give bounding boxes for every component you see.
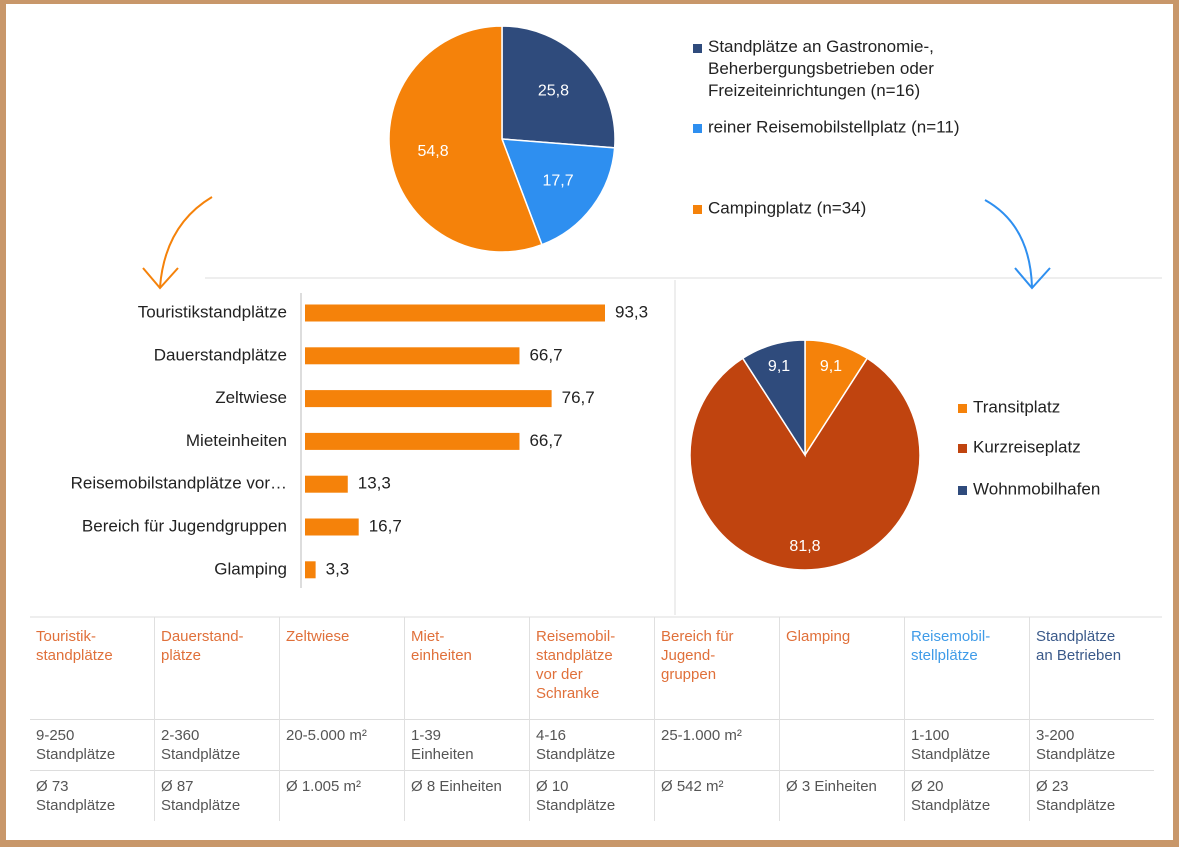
arrow	[142, 267, 179, 290]
table-cell: Standplätze an Betrieben	[1029, 617, 1154, 720]
category-label: Mieteinheiten	[186, 431, 287, 450]
arrow	[159, 196, 213, 288]
data-label: 9,1	[820, 358, 842, 375]
data-label: 66,7	[529, 345, 562, 364]
table-cell: Ø 3 Einheiten	[779, 770, 905, 821]
table-cell: 3-200 Standplätze	[1029, 719, 1154, 771]
data-label: 13,3	[358, 474, 391, 493]
table-cell: Ø 87 Standplätze	[154, 770, 280, 821]
table-row: Touristik- standplätze Dauerstand- plätze…	[30, 617, 1154, 720]
legend-label: Campingplatz (n=34)	[708, 198, 866, 217]
table-cell: Miet- einheiten	[404, 617, 530, 720]
table-cell: Reisemobil- stellplätze	[904, 617, 1030, 720]
table-cell: 1-39 Einheiten	[404, 719, 530, 771]
bar	[305, 518, 359, 536]
bar	[305, 390, 552, 408]
data-label: 76,7	[562, 388, 595, 407]
table-cell: Reisemobil- standplätze vor der Schranke	[529, 617, 655, 720]
table-cell: Ø 10 Standplätze	[529, 770, 655, 821]
legend-swatch	[693, 44, 702, 53]
legend-swatch	[693, 205, 702, 214]
table-cell: Touristik- standplätze	[36, 628, 113, 664]
table-cell: 4-16 Standplätze	[529, 719, 655, 771]
table-row: 9-250 Standplätze 2-360 Standplätze 20-5.0…	[30, 719, 1154, 771]
legend-label: Kurzreiseplatz	[973, 437, 1081, 456]
legend-swatch	[693, 124, 702, 133]
category-label: Zeltwiese	[215, 388, 287, 407]
data-label: 66,7	[529, 431, 562, 450]
table-cell: Ø 542 m²	[654, 770, 780, 821]
table-cell: Ø 1.005 m²	[279, 770, 405, 821]
bar	[305, 561, 316, 579]
legend-swatch	[958, 404, 967, 413]
table-cell: Ø 8 Einheiten	[404, 770, 530, 821]
pie-slice	[741, 339, 806, 458]
data-label: 81,8	[789, 538, 820, 555]
legend-label: Transitplatz	[973, 397, 1060, 416]
bar	[305, 347, 520, 365]
table: Touristik- standplätze Dauerstand- plätze…	[30, 617, 1154, 821]
table-cell: Glamping	[779, 617, 905, 720]
category-label: Touristikstandplätze	[138, 302, 287, 321]
table-cell	[779, 719, 905, 771]
category-label: Glamping	[214, 559, 287, 578]
bar	[305, 432, 520, 450]
data-label: 17,7	[542, 172, 573, 189]
legend-label: reiner Reisemobilstellplatz (n=11)	[708, 117, 960, 136]
pie-slice	[501, 25, 616, 149]
legend-label: Standplätze an Gastronomie-, Beherbergung…	[708, 37, 934, 100]
arrow	[1014, 267, 1051, 290]
table-cell: Dauerstand- plätze	[154, 617, 280, 720]
category-label: Bereich für Jugendgruppen	[82, 516, 287, 535]
table-cell: 9-250 Standplätze	[30, 719, 155, 771]
arrow	[984, 199, 1033, 288]
table-cell: Ø 20 Standplätze	[904, 770, 1030, 821]
table-cell: Bereich für Jugend- gruppen	[654, 617, 780, 720]
category-label: Dauerstandplätze	[154, 345, 287, 364]
data-label: 93,3	[615, 302, 648, 321]
category-label: Reisemobilstandplätze vor…	[71, 474, 287, 493]
pie-slice	[500, 138, 616, 246]
legend-label: Wohnmobilhafen	[973, 479, 1100, 498]
legend-swatch	[958, 486, 967, 495]
pie-slice	[388, 25, 543, 253]
table-cell: Zeltwiese	[279, 617, 405, 720]
bar	[305, 475, 348, 493]
table-cell: Ø 23 Standplätze	[1029, 770, 1154, 821]
table-row: Ø 73 Standplätze Ø 87 Standplätze Ø 1.005 …	[30, 770, 1154, 821]
data-label: 9,1	[768, 358, 790, 375]
table-cell: Ø 73 Standplätze	[30, 770, 155, 821]
pie-slice	[689, 357, 921, 571]
table-cell: 2-360 Standplätze	[154, 719, 280, 771]
data-label: 25,8	[538, 83, 569, 100]
data-label: 54,8	[418, 143, 449, 160]
data-label: 3,3	[326, 559, 350, 578]
table-cell: 20-5.000 m²	[279, 719, 405, 771]
data-label: 16,7	[369, 516, 402, 535]
table-cell: 25-1.000 m²	[654, 719, 780, 771]
bar	[305, 304, 605, 322]
table-cell: 1-100 Standplätze	[904, 719, 1030, 771]
legend-swatch	[958, 444, 967, 453]
